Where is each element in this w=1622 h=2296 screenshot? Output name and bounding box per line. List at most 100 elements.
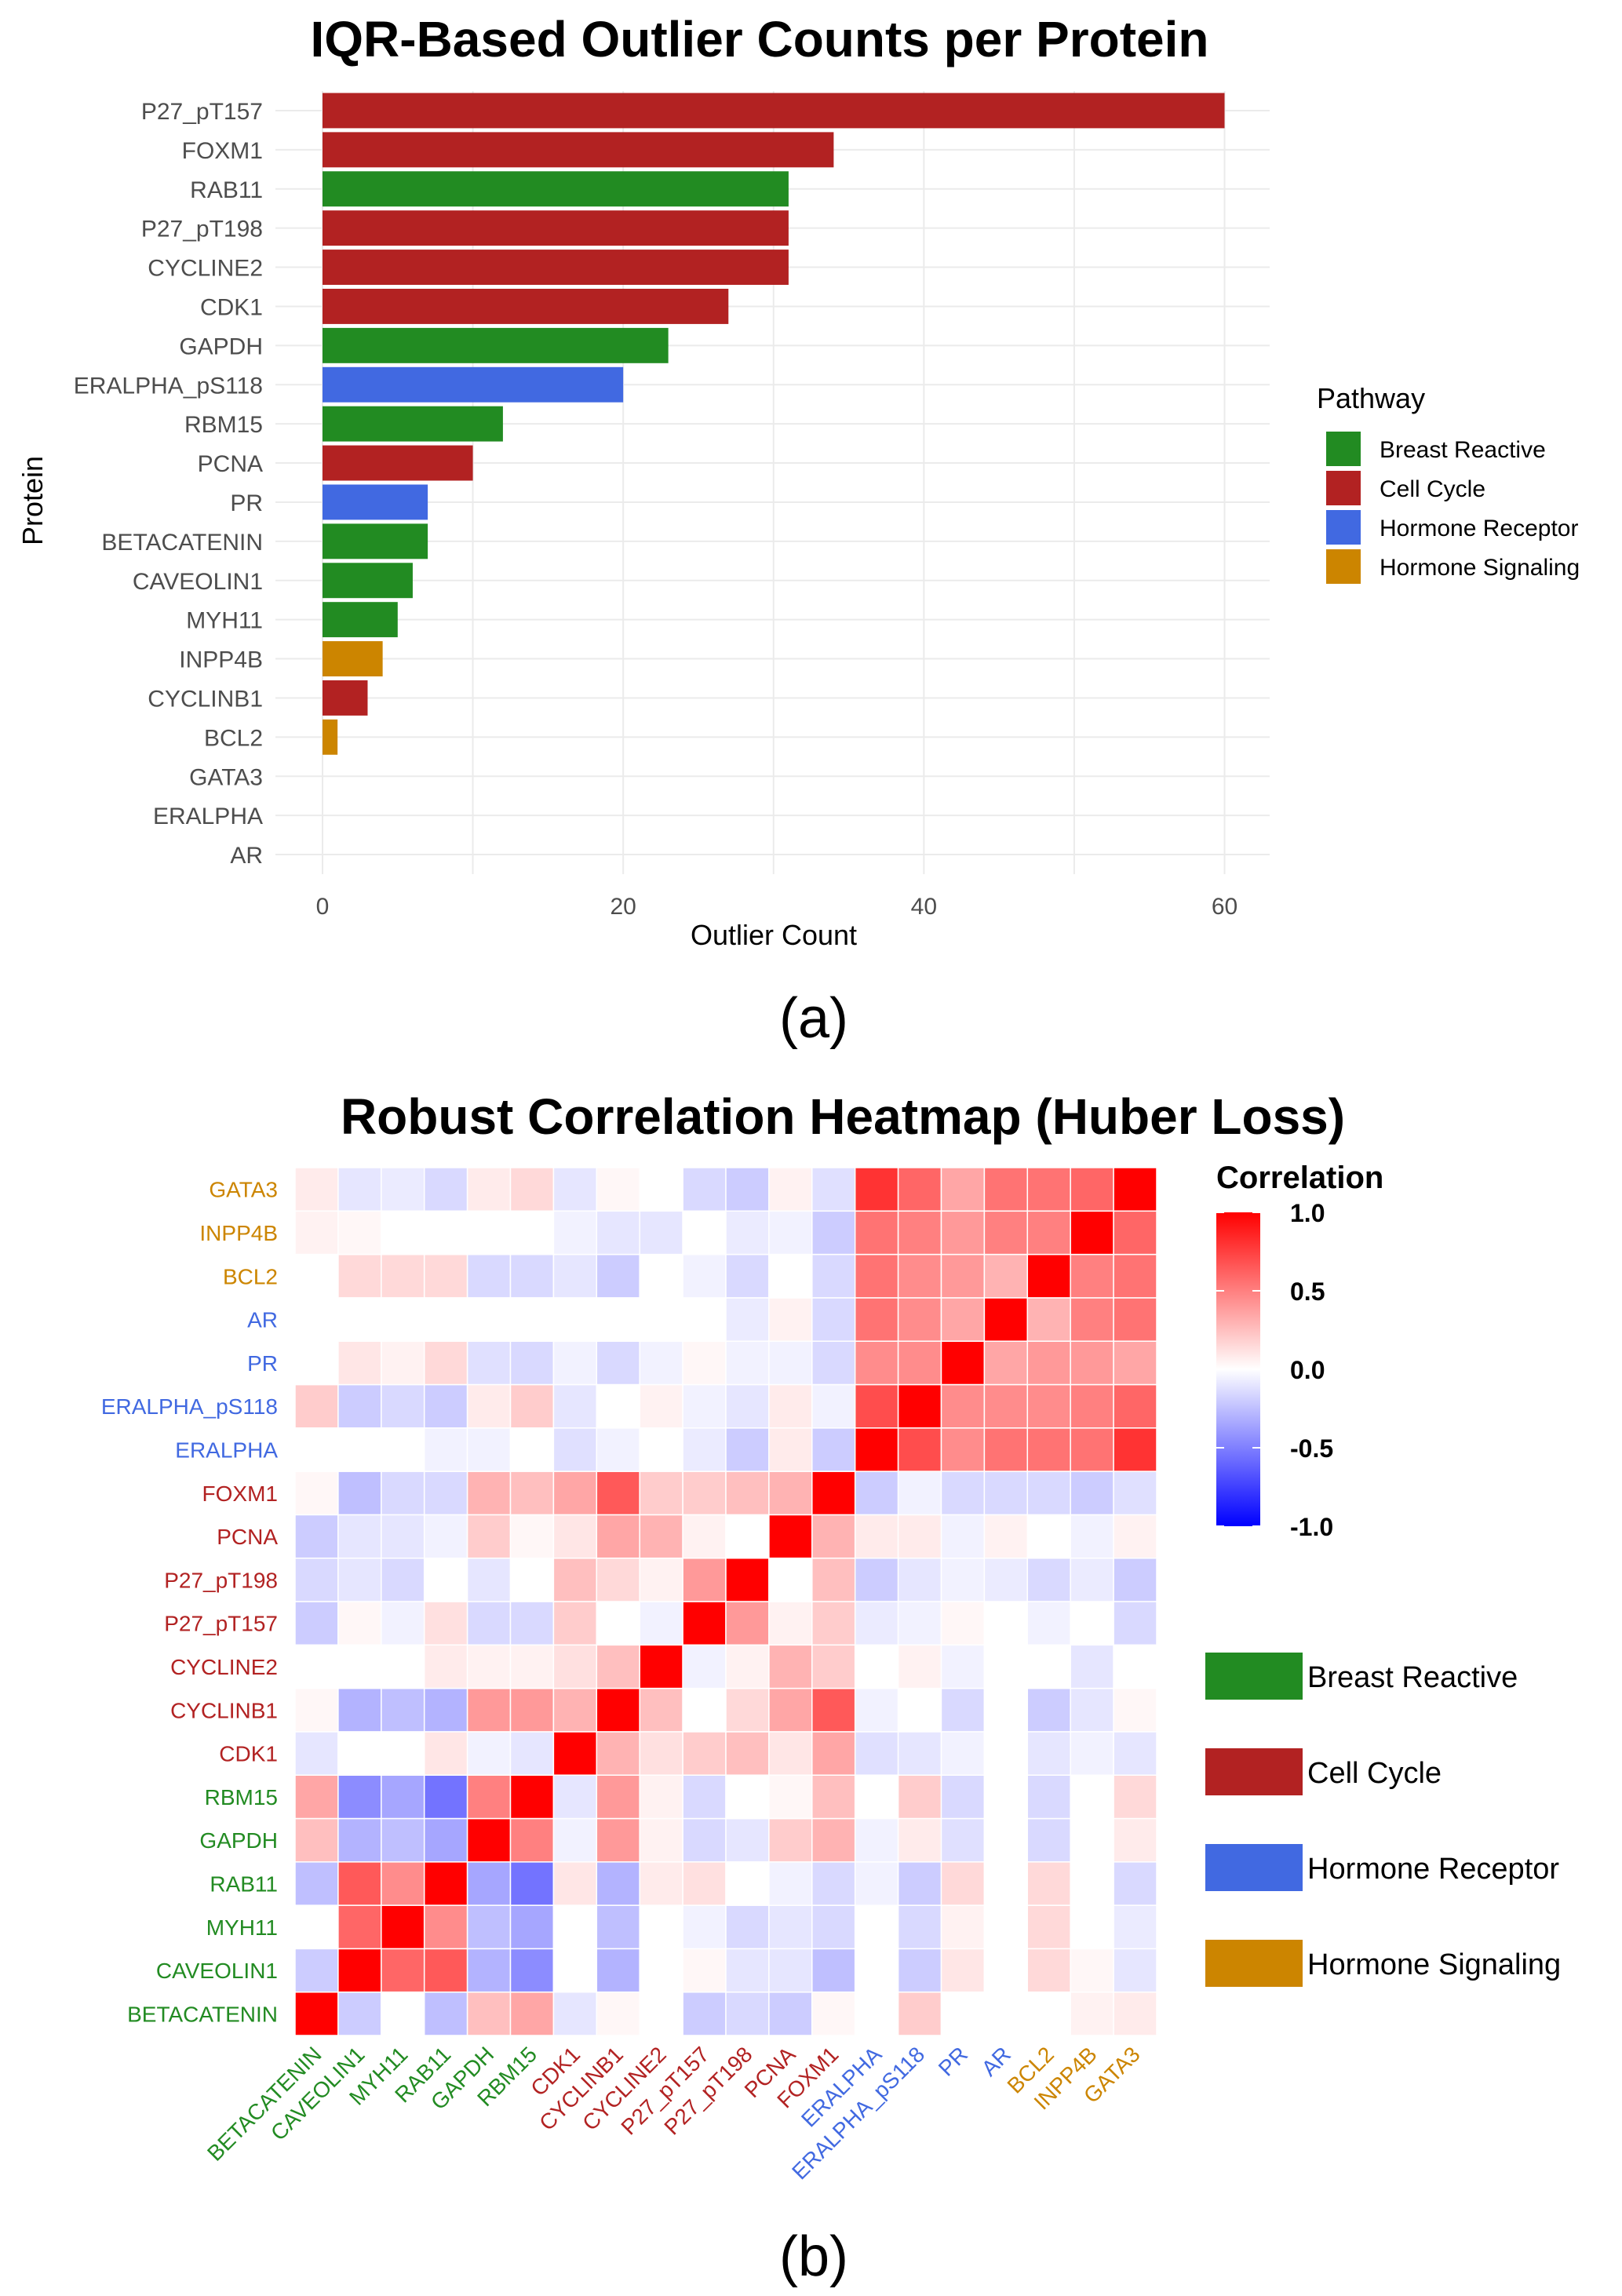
heatmap-cell — [940, 1514, 986, 1559]
heatmap-cell — [897, 1644, 942, 1689]
heatmap-cell — [423, 1731, 468, 1776]
heatmap-cell — [1026, 1340, 1071, 1386]
heatmap-cell — [466, 1427, 512, 1472]
heatmap-cell — [466, 1471, 512, 1516]
y-tick-label-eralpha: ERALPHA — [153, 804, 263, 829]
legend-swatch-hormone-receptor — [1326, 510, 1361, 545]
heatmap-cell — [768, 1253, 813, 1299]
bar-inpp4b — [323, 641, 383, 677]
heatmap-cell — [1070, 1427, 1114, 1472]
heatmap-cell — [897, 1817, 942, 1863]
heatmap-cell — [423, 1687, 468, 1733]
heatmap-cell — [854, 1991, 899, 2036]
heatmap-cell — [639, 1167, 683, 1212]
heatmap-cell — [811, 1297, 856, 1342]
heatmap-cell — [1026, 1210, 1071, 1256]
heatmap-cell — [983, 1948, 1029, 1993]
pathway-legend-label-hormone-signaling: Hormone Signaling — [1307, 1948, 1561, 1981]
heatmap-cell — [768, 1644, 813, 1689]
heatmap-cell — [423, 1817, 468, 1863]
heatmap-row-label-ar: AR — [247, 1308, 278, 1332]
bar-p27-pt157 — [323, 93, 1225, 129]
bar-chart-legend-title: Pathway — [1317, 382, 1425, 414]
heatmap-cell — [466, 1948, 512, 1993]
heatmap-cell — [983, 1817, 1029, 1863]
heatmap-cell — [509, 1167, 555, 1212]
heatmap-cell — [596, 1948, 640, 1993]
heatmap-cell — [725, 1991, 770, 2036]
heatmap-cell — [552, 1427, 598, 1472]
heatmap-cell — [381, 1340, 425, 1386]
heatmap-row-label-gata3: GATA3 — [209, 1178, 278, 1202]
heatmap-cell — [811, 1427, 856, 1472]
heatmap-row-label-caveolin1: CAVEOLIN1 — [156, 1959, 278, 1983]
heatmap-cell — [1113, 1948, 1157, 1993]
heatmap-cell — [423, 1991, 468, 2036]
heatmap-cell — [897, 1340, 942, 1386]
heatmap-cell — [940, 1948, 986, 1993]
heatmap-cell — [940, 1817, 986, 1863]
heatmap-cell — [1070, 1731, 1114, 1776]
heatmap-cell — [854, 1427, 899, 1472]
heatmap-cell — [552, 1904, 598, 1950]
y-tick-label-pr: PR — [230, 490, 263, 516]
heatmap-cell — [466, 1774, 512, 1820]
heatmap-cell — [811, 1904, 856, 1950]
heatmap-cell — [897, 1427, 942, 1472]
heatmap-cell — [854, 1253, 899, 1299]
heatmap-cell — [1026, 1471, 1071, 1516]
heatmap-cell — [423, 1297, 468, 1342]
heatmap-cell — [983, 1731, 1029, 1776]
heatmap-cell — [940, 1861, 986, 1906]
heatmap-cell — [811, 1817, 856, 1863]
heatmap-cell — [725, 1383, 770, 1429]
heatmap-cell — [509, 1471, 555, 1516]
bar-chart-bars — [323, 93, 1225, 755]
heatmap-row-label-gapdh: GAPDH — [199, 1828, 278, 1853]
heatmap-cell — [294, 1904, 339, 1950]
heatmap-cell — [854, 1948, 899, 1993]
colorbar-tick-label: -0.5 — [1290, 1434, 1333, 1463]
heatmap-cell — [381, 1471, 425, 1516]
heatmap-cell — [811, 1383, 856, 1429]
heatmap-cell — [682, 1471, 727, 1516]
heatmap-cell — [983, 1601, 1029, 1646]
x-tick-label: 20 — [610, 894, 636, 920]
heatmap-cell — [1070, 1471, 1114, 1516]
heatmap-cell — [639, 1427, 683, 1472]
heatmap-cell — [509, 1904, 555, 1950]
heatmap-cell — [639, 1383, 683, 1429]
heatmap-cell — [768, 1471, 813, 1516]
heatmap-cell — [983, 1861, 1029, 1906]
bar-rbm15 — [323, 406, 503, 442]
heatmap-cell — [811, 1601, 856, 1646]
heatmap-cell — [596, 1774, 640, 1820]
heatmap-y-tick-labels: BETACATENIN CAVEOLIN1 MYH11 RAB11 GAPDH RBM15… — [101, 1178, 279, 2027]
heatmap-cell — [509, 1861, 555, 1906]
bar-cycline2 — [323, 250, 789, 286]
heatmap-cell — [1113, 1253, 1157, 1299]
heatmap-cell — [423, 1340, 468, 1386]
heatmap-cell — [854, 1904, 899, 1950]
heatmap-cell — [509, 1991, 555, 2036]
heatmap-cell — [509, 1427, 555, 1472]
heatmap-cell — [596, 1167, 640, 1212]
heatmap-cell — [768, 1687, 813, 1733]
heatmap-cell — [1070, 1601, 1114, 1646]
heatmap-cell — [940, 1297, 986, 1342]
y-tick-label-p27-pt157: P27_pT157 — [141, 99, 263, 125]
heatmap-cell — [509, 1817, 555, 1863]
pathway-legend-swatch-cell-cycle — [1205, 1748, 1303, 1795]
heatmap-cell — [854, 1601, 899, 1646]
heatmap-cell — [897, 1948, 942, 1993]
heatmap-cell — [768, 1601, 813, 1646]
bar-caveolin1 — [323, 563, 413, 599]
heatmap-cell — [725, 1297, 770, 1342]
heatmap-cell — [854, 1817, 899, 1863]
heatmap-cell — [811, 1253, 856, 1299]
heatmap-cell — [294, 1687, 339, 1733]
heatmap-cell — [811, 1471, 856, 1516]
heatmap-cell — [509, 1687, 555, 1733]
heatmap-row-label-eralpha: ERALPHA — [175, 1438, 278, 1462]
